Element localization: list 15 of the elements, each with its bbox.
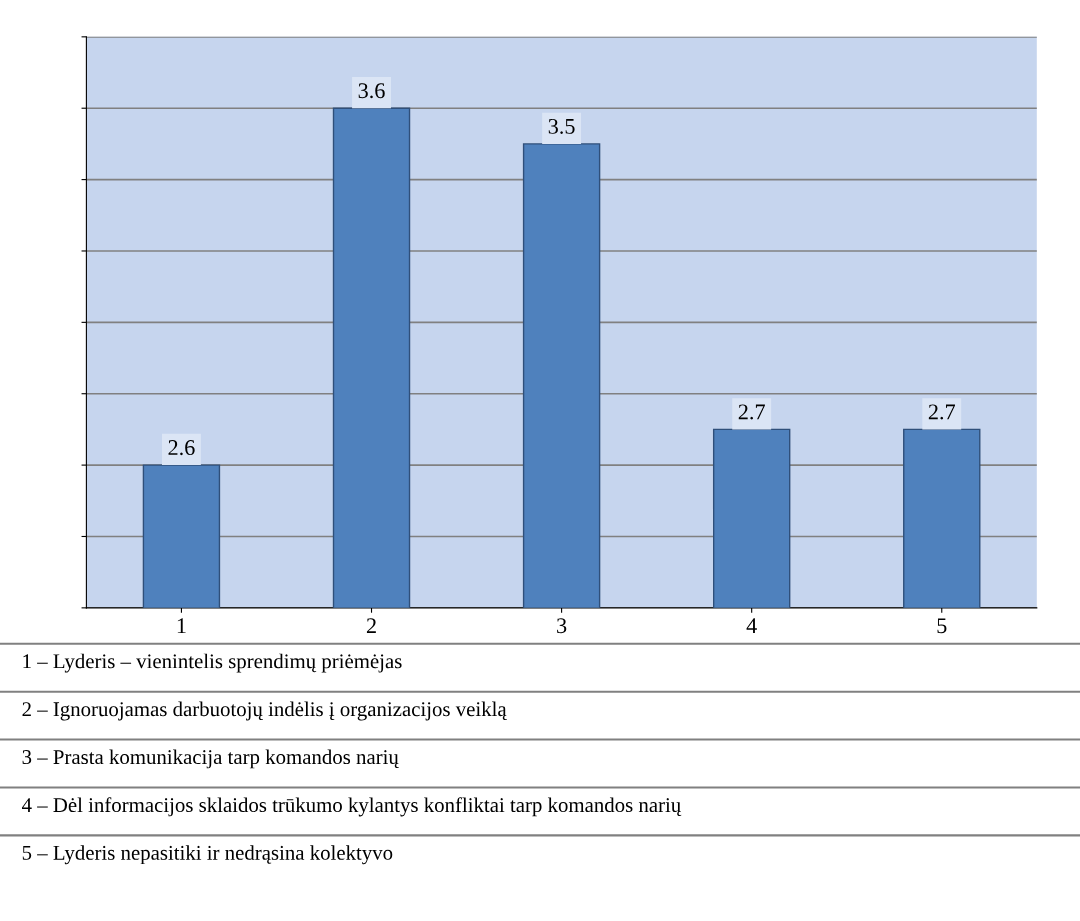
text: 1 – Lyderis – vienintelis sprendimų priėmėjas: [23, 653, 402, 673]
data-label: 3.5: [548, 118, 575, 134]
text: 4 – Dėl informacijos sklaidos trūkumo kylantys konfliktai tarp komandos narių: [22, 797, 682, 817]
data-label: 3.6: [358, 83, 385, 99]
text: 5 – Lyderis nepasitiki ir nedrąsina kolektyvo: [22, 845, 393, 865]
x-tick-label: 4: [746, 618, 757, 633]
x-tick-label: 3: [557, 618, 567, 634]
data-label: 2.7: [738, 404, 765, 420]
text: 3 – Prasta komunikacija tarp komandos narių: [22, 749, 399, 769]
x-tick-label: 1: [177, 618, 186, 633]
data-label: 2.7: [928, 404, 956, 420]
x-tick-label: 5: [937, 618, 947, 634]
x-tick-label: 2: [366, 618, 376, 633]
text: 2 – Ignoruojamas darbuotojų indėlis į organizacijos veiklą: [22, 701, 507, 721]
data-label: 2.6: [168, 440, 195, 456]
